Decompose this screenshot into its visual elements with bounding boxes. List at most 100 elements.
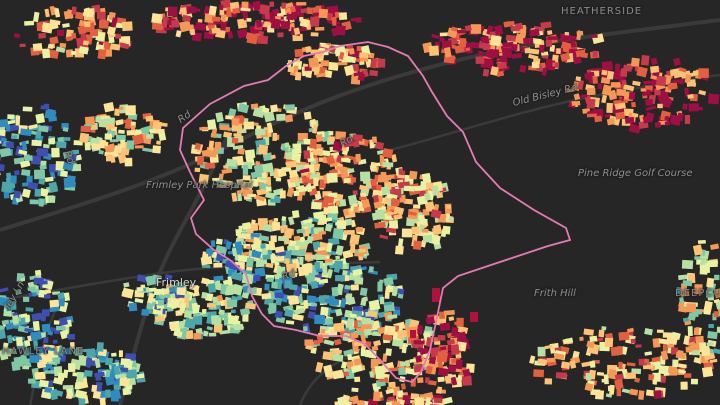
building <box>43 103 50 110</box>
building <box>551 54 559 63</box>
building <box>271 281 278 289</box>
building <box>13 356 24 368</box>
building <box>716 326 720 333</box>
building <box>105 154 113 162</box>
building <box>86 13 92 18</box>
building <box>592 50 598 58</box>
building <box>332 227 344 240</box>
building <box>606 70 615 80</box>
building <box>589 335 598 342</box>
building <box>446 338 456 346</box>
building <box>245 257 255 268</box>
building <box>580 94 588 99</box>
building <box>713 311 720 318</box>
building <box>126 369 138 379</box>
building <box>113 365 121 375</box>
building <box>164 26 175 31</box>
building <box>49 299 60 308</box>
building <box>320 60 329 67</box>
building <box>402 395 411 405</box>
building <box>369 164 378 172</box>
label-frimley-park-hospital: Frimley Park Hospital <box>146 180 253 191</box>
building <box>223 131 233 139</box>
building <box>624 116 635 124</box>
building <box>713 348 720 355</box>
building <box>411 208 419 213</box>
building <box>580 52 589 59</box>
building <box>287 216 295 226</box>
building <box>626 327 634 333</box>
building <box>656 329 664 333</box>
building <box>269 1 275 7</box>
building <box>450 344 460 355</box>
building <box>38 379 49 388</box>
building <box>335 308 343 317</box>
building <box>38 125 49 133</box>
building <box>443 309 455 316</box>
building <box>230 271 244 282</box>
building <box>318 278 329 284</box>
building <box>293 235 301 241</box>
building <box>271 221 281 231</box>
building <box>687 94 694 99</box>
building <box>6 334 13 344</box>
building <box>616 88 627 97</box>
building <box>432 227 440 235</box>
building <box>361 198 371 209</box>
building <box>46 108 56 117</box>
building <box>0 137 7 142</box>
building <box>585 372 592 381</box>
building <box>284 142 290 148</box>
building <box>352 268 363 277</box>
building <box>529 28 540 37</box>
building <box>700 345 711 357</box>
building <box>205 248 214 255</box>
building <box>309 16 320 27</box>
building <box>348 48 355 55</box>
building <box>343 64 355 77</box>
label-frimley: Frimley <box>156 276 197 289</box>
building <box>328 299 340 306</box>
building <box>95 381 103 392</box>
building <box>268 240 276 251</box>
building <box>285 263 298 273</box>
building <box>317 246 326 251</box>
building <box>55 161 65 171</box>
building <box>307 311 316 320</box>
building <box>591 360 600 364</box>
building <box>342 158 351 163</box>
building <box>350 284 359 291</box>
building <box>204 8 210 14</box>
building <box>246 18 252 22</box>
building <box>261 292 272 300</box>
building <box>210 240 216 248</box>
building <box>493 24 504 36</box>
building <box>34 371 46 380</box>
building <box>22 347 30 357</box>
building <box>21 188 31 198</box>
building <box>85 7 91 12</box>
building <box>104 133 113 140</box>
building <box>12 315 20 325</box>
building <box>225 26 231 33</box>
building <box>660 350 669 361</box>
building <box>94 358 101 369</box>
building <box>285 320 295 325</box>
building <box>397 174 405 179</box>
building <box>594 115 603 123</box>
building <box>403 198 414 205</box>
building <box>335 245 344 256</box>
building <box>32 292 37 297</box>
building <box>19 159 31 169</box>
building <box>299 168 310 174</box>
building <box>705 289 714 298</box>
building <box>234 241 243 250</box>
building <box>644 351 653 356</box>
building <box>672 359 679 368</box>
building <box>359 171 371 182</box>
building <box>226 158 238 168</box>
building <box>71 149 80 155</box>
building <box>78 355 87 366</box>
